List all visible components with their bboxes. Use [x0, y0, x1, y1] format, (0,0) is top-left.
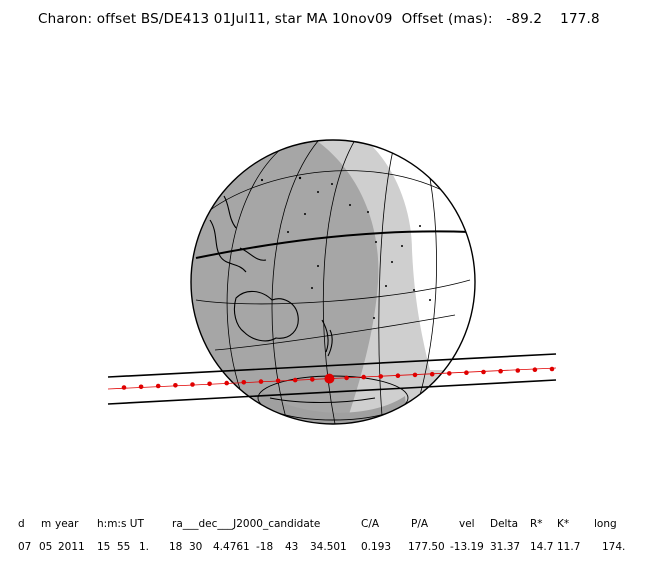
time-marker	[173, 383, 178, 388]
cell-vel: -13.19	[450, 541, 484, 553]
time-marker	[121, 385, 127, 390]
cell-rstar: 14.7	[530, 541, 554, 553]
col-header-vel: vel	[459, 518, 475, 530]
time-marker	[190, 382, 195, 387]
cell-ra-h: 18	[169, 541, 183, 553]
time-marker	[207, 381, 212, 387]
time-marker	[515, 368, 521, 373]
southern-shade	[250, 392, 410, 424]
col-header-d: d	[18, 518, 25, 530]
cell-second: 1.	[139, 541, 150, 553]
col-header-time: h:m:s UT	[97, 518, 144, 530]
time-marker	[481, 369, 486, 375]
time-marker	[549, 366, 555, 372]
time-marker	[138, 384, 144, 390]
offset-y-value: 177.8	[560, 11, 600, 27]
cell-pa: 177.50	[408, 541, 445, 553]
shadow-north-limit	[107, 353, 557, 378]
offset-x-value: -89.2	[506, 11, 543, 27]
time-marker	[378, 374, 384, 379]
time-marker	[361, 374, 367, 380]
time-marker	[224, 380, 229, 386]
col-header-long: long	[594, 518, 617, 530]
col-header-delta: Delta	[490, 518, 519, 530]
coastlines	[209, 195, 376, 404]
col-header-kstar: K*	[557, 518, 570, 530]
time-marker	[241, 380, 247, 385]
col-header-radec: ra___dec___J2000_candidate	[172, 518, 321, 530]
island-dots	[260, 176, 431, 319]
equator-line	[195, 230, 471, 259]
time-marker	[344, 375, 349, 381]
time-marker	[447, 371, 452, 376]
time-marker	[292, 377, 298, 383]
time-marker	[429, 371, 435, 377]
cell-minute: 55	[117, 541, 131, 553]
cell-dec-d: -18	[256, 541, 274, 553]
cell-ra-s: 4.4761	[213, 541, 250, 553]
time-marker	[395, 373, 401, 379]
shadow-south-limit	[107, 379, 557, 405]
plot-title: Charon: offset BS/DE413 01Jul11, star MA…	[38, 11, 600, 27]
time-marker	[412, 372, 418, 378]
cell-ra-m: 30	[189, 541, 203, 553]
time-marker	[498, 368, 503, 374]
time-marker	[155, 383, 161, 389]
cell-dec-s: 34.501	[310, 541, 347, 553]
track-time-markers	[121, 366, 555, 390]
cell-dec-m: 43	[285, 541, 299, 553]
col-header-ca: C/A	[361, 518, 380, 530]
col-header-rstar: R*	[530, 518, 543, 530]
cell-long: 174.	[602, 541, 626, 553]
globe-outline	[190, 139, 476, 425]
cell-delta: 31.37	[490, 541, 521, 553]
time-marker	[532, 367, 538, 373]
time-marker	[464, 370, 469, 376]
cell-day: 07	[18, 541, 32, 553]
event-title: Charon: offset BS/DE413 01Jul11, star MA…	[38, 11, 393, 27]
col-header-pa: P/A	[411, 518, 429, 530]
cell-kstar: 11.7	[557, 541, 581, 553]
time-marker	[275, 378, 281, 384]
time-marker	[310, 377, 315, 382]
cell-ca: 0.193	[361, 541, 392, 553]
col-header-year: year	[55, 518, 79, 530]
central-time-marker	[324, 373, 335, 384]
col-header-m: m	[41, 518, 52, 530]
offset-label: Offset (mas):	[401, 11, 493, 27]
cell-year: 2011	[58, 541, 85, 553]
cell-month: 05	[39, 541, 53, 553]
cell-hour: 15	[97, 541, 111, 553]
time-marker	[258, 379, 264, 384]
